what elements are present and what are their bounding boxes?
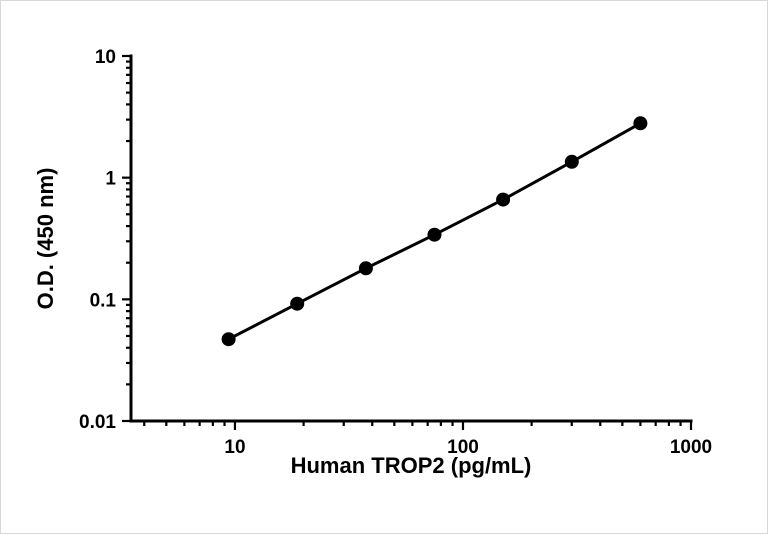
data-point	[496, 192, 511, 207]
y-tick-label: 1	[105, 169, 116, 190]
data-point	[564, 154, 579, 169]
y-axis-title: O.D. (450 nm)	[33, 168, 58, 310]
x-tick-label: 1000	[670, 437, 712, 458]
data-point	[290, 296, 305, 311]
data-point	[427, 227, 442, 242]
x-tick-label: 100	[447, 437, 479, 458]
data-point	[221, 332, 236, 347]
data-point	[358, 261, 373, 276]
y-tick-label: 0.1	[90, 290, 117, 311]
y-tick-label: 0.01	[79, 412, 116, 433]
x-tick-label: 10	[224, 437, 245, 458]
x-axis-title: Human TROP2 (pg/mL)	[291, 453, 532, 478]
y-tick-label: 10	[95, 47, 116, 68]
plot-area: 10 100 1000 0.01 0.1 1 10	[79, 47, 712, 458]
data-point	[633, 116, 648, 131]
